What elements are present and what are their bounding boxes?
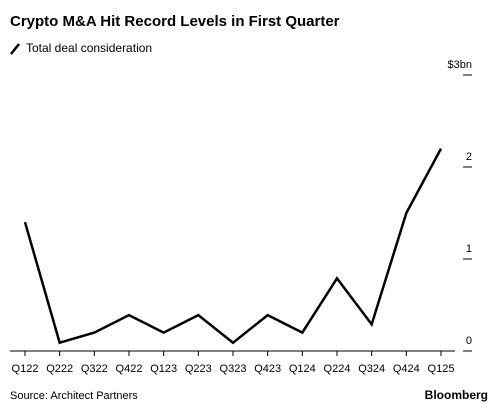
- x-tick-label: Q224: [324, 363, 351, 375]
- y-tick-label: 2: [466, 151, 472, 163]
- x-tick-label: Q324: [358, 363, 385, 375]
- x-tick-label: Q222: [46, 363, 73, 375]
- y-tick-label: 0: [466, 335, 472, 347]
- legend-swatch: [10, 43, 20, 55]
- credit: Bloomberg: [425, 388, 488, 402]
- line: [23, 148, 443, 345]
- x-tick-label: Q424: [393, 363, 420, 375]
- source: Source: Architect Partners: [10, 390, 138, 402]
- legend-label: Total deal consideration: [26, 41, 152, 55]
- x-tick-label: Q124: [289, 363, 316, 375]
- x-tick-label: Q422: [116, 363, 143, 375]
- x-tick-label: Q322: [81, 363, 108, 375]
- x-tick-label: Q122: [12, 363, 39, 375]
- x-tick-label: Q423: [254, 363, 281, 375]
- x-tick-label: Q125: [428, 363, 455, 375]
- y-tick-label: 1: [466, 243, 472, 255]
- y-tick-label: $3bn: [448, 59, 472, 71]
- x-tick-label: Q323: [220, 363, 247, 375]
- chart-title: Crypto M&A Hit Record Levels in First Qu…: [10, 13, 340, 30]
- x-tick-label: Q123: [150, 363, 177, 375]
- x-tick-label: Q223: [185, 363, 212, 375]
